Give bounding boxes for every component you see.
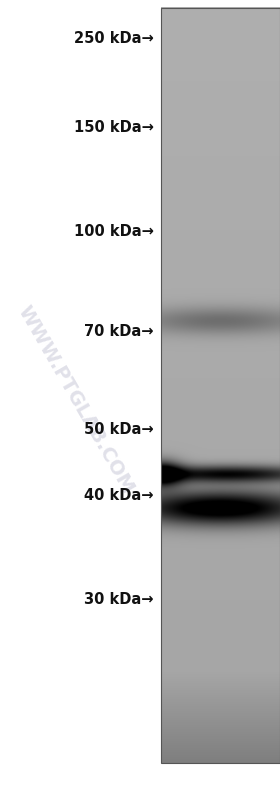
Text: 100 kDa→: 100 kDa→ <box>74 225 154 239</box>
Bar <box>161 8 280 763</box>
Text: 30 kDa→: 30 kDa→ <box>85 592 154 606</box>
Text: 70 kDa→: 70 kDa→ <box>85 324 154 339</box>
Text: 50 kDa→: 50 kDa→ <box>84 423 154 437</box>
Text: 250 kDa→: 250 kDa→ <box>74 31 154 46</box>
Text: 150 kDa→: 150 kDa→ <box>74 121 154 135</box>
Text: 40 kDa→: 40 kDa→ <box>85 488 154 503</box>
Text: WWW.PTGLAB.COM: WWW.PTGLAB.COM <box>14 302 137 497</box>
